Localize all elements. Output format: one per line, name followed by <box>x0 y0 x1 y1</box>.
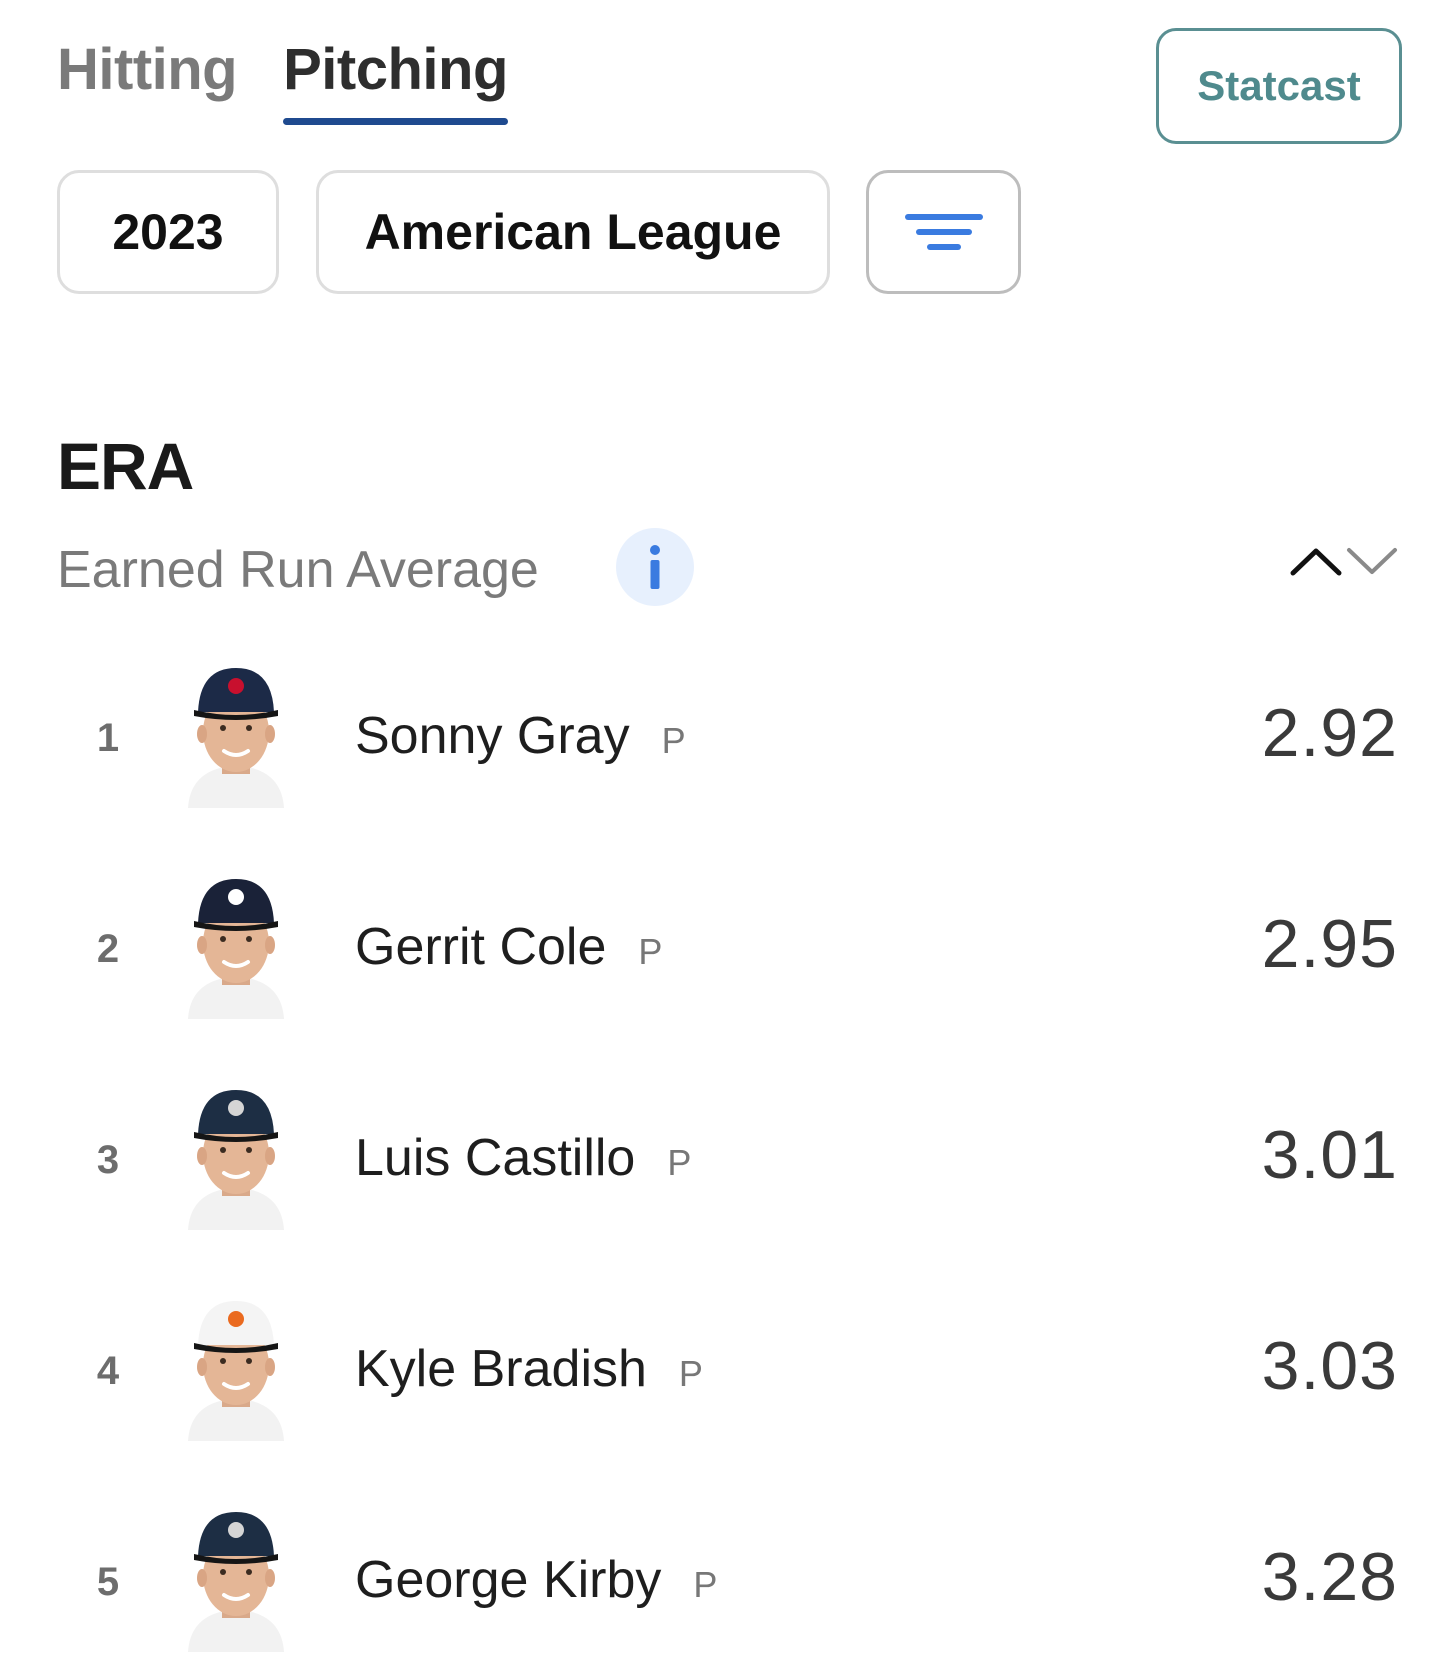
player-name-group: Luis Castillo P <box>355 1128 691 1188</box>
leader-row[interactable]: 3 Luis Castillo P 3.01 <box>0 1062 1440 1262</box>
stat-value: 3.01 <box>1261 1117 1398 1193</box>
player-position: P <box>638 931 663 972</box>
stat-type-tabs: Hitting Pitching <box>57 36 508 125</box>
player-headshot[interactable] <box>176 658 296 808</box>
player-position: P <box>693 1564 718 1605</box>
tab-hitting[interactable]: Hitting <box>57 37 238 102</box>
player-position: P <box>661 720 686 761</box>
chevron-up-icon[interactable] <box>1290 546 1342 576</box>
player-name[interactable]: Sonny Gray <box>355 707 630 765</box>
player-name[interactable]: George Kirby <box>355 1551 662 1609</box>
rank-number: 5 <box>96 1560 120 1604</box>
rank-number: 4 <box>96 1349 120 1393</box>
league-filter-button[interactable]: American League <box>316 170 830 294</box>
player-name[interactable]: Luis Castillo <box>355 1129 636 1187</box>
statcast-button[interactable]: Statcast <box>1156 28 1402 144</box>
chevron-down-icon[interactable] <box>1346 546 1398 576</box>
filter-button[interactable] <box>866 170 1021 294</box>
stat-full-name: Earned Run Average <box>57 541 539 599</box>
player-headshot[interactable] <box>176 1291 296 1441</box>
filter-lines-icon <box>904 214 983 250</box>
leader-row[interactable]: 4 Kyle Bradish P 3.03 <box>0 1273 1440 1473</box>
stat-value: 2.92 <box>1261 695 1398 771</box>
rank-number: 2 <box>96 927 120 971</box>
leader-row[interactable]: 2 Gerrit Cole P 2.95 <box>0 851 1440 1051</box>
player-position: P <box>667 1142 692 1183</box>
player-headshot[interactable] <box>176 1502 296 1652</box>
tab-pitching[interactable]: Pitching <box>283 36 508 125</box>
player-name-group: Kyle Bradish P <box>355 1339 703 1399</box>
stat-value: 3.28 <box>1261 1539 1398 1615</box>
player-name[interactable]: Kyle Bradish <box>355 1340 647 1398</box>
player-headshot[interactable] <box>176 1080 296 1230</box>
player-name-group: George Kirby P <box>355 1550 717 1610</box>
player-name[interactable]: Gerrit Cole <box>355 918 607 976</box>
year-filter-button[interactable]: 2023 <box>57 170 279 294</box>
player-name-group: Gerrit Cole P <box>355 917 662 977</box>
player-name-group: Sonny Gray P <box>355 706 686 766</box>
stat-value: 2.95 <box>1261 906 1398 982</box>
player-position: P <box>678 1353 703 1394</box>
leader-row[interactable]: 5 George Kirby P 3.28 <box>0 1484 1440 1680</box>
stat-title: ERA <box>57 429 194 503</box>
player-headshot[interactable] <box>176 869 296 1019</box>
leader-row[interactable]: 1 Sonny Gray P 2.92 <box>0 640 1440 840</box>
info-icon <box>650 545 660 589</box>
info-button[interactable] <box>616 528 694 606</box>
stat-value: 3.03 <box>1261 1328 1398 1404</box>
rank-number: 3 <box>96 1138 120 1182</box>
sort-toggle[interactable] <box>1290 546 1398 576</box>
rank-number: 1 <box>96 716 120 760</box>
